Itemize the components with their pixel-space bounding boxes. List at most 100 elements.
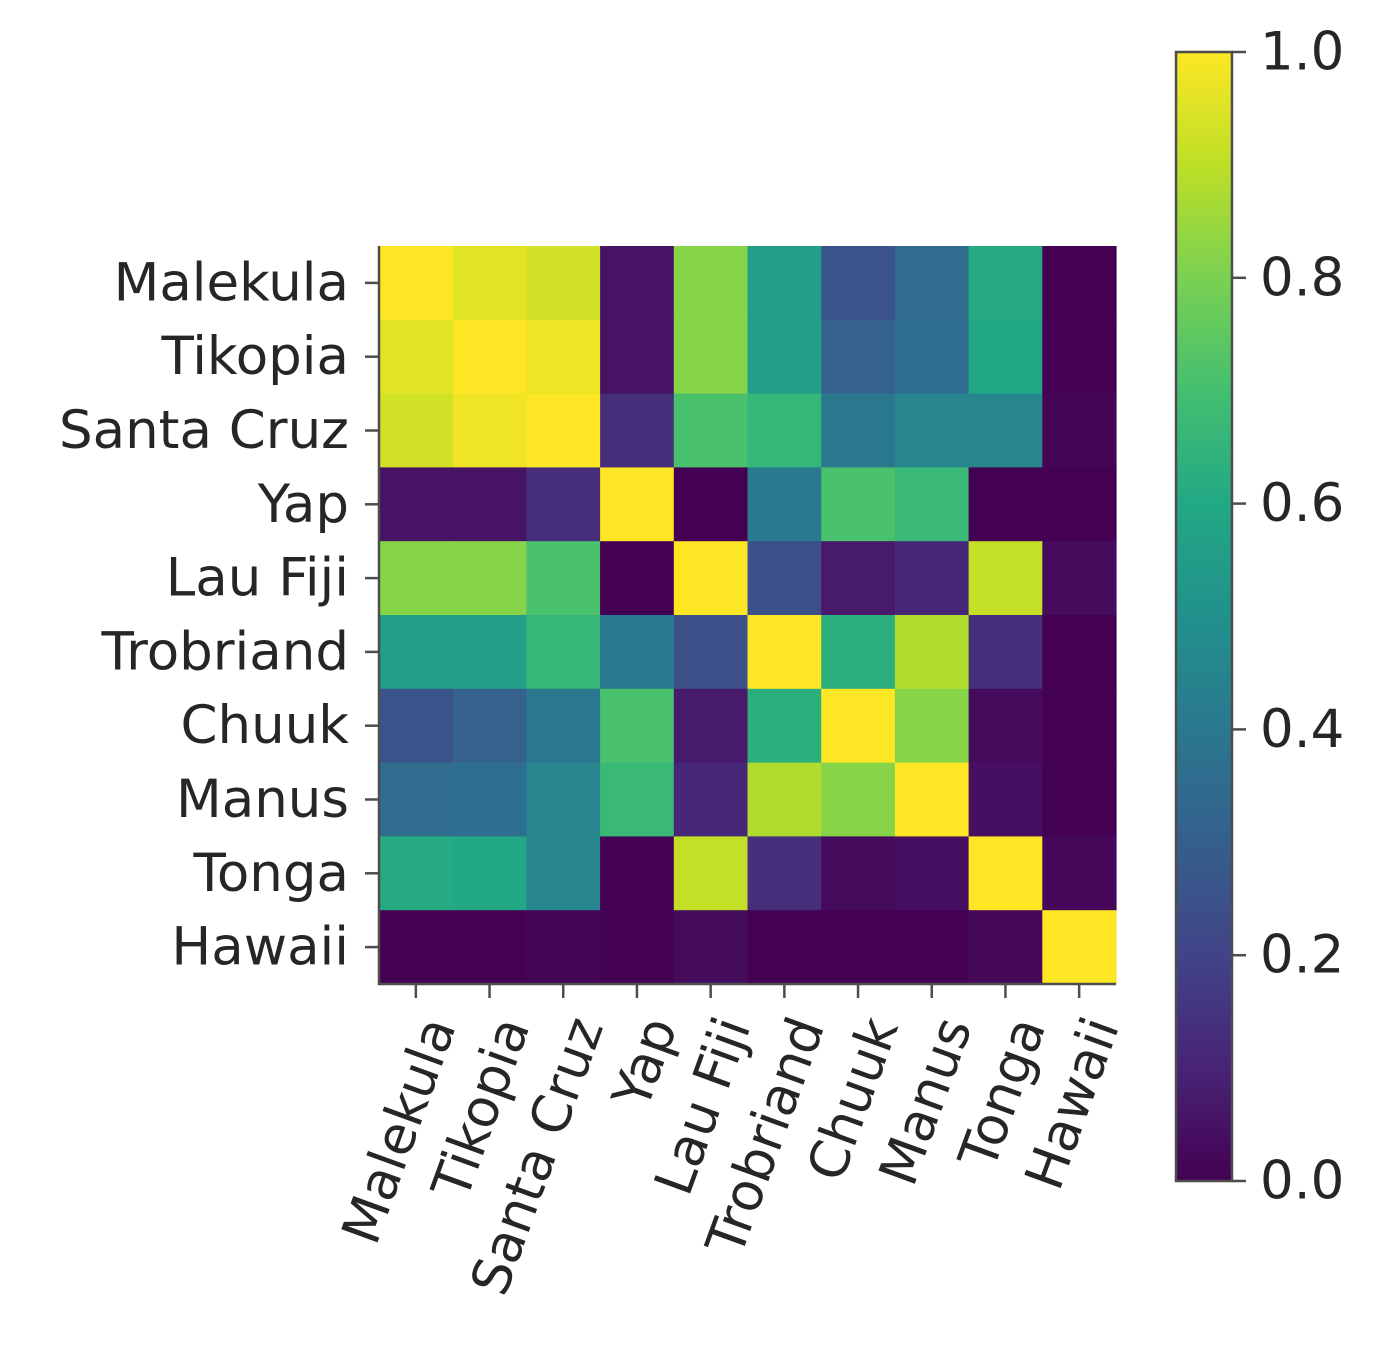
heatmap-cell-9-4 — [673, 910, 749, 985]
heatmap-cell-1-1 — [452, 319, 527, 395]
heatmap-cell-6-2 — [526, 688, 601, 764]
heatmap-cell-1-9 — [1042, 319, 1117, 395]
heatmap-cell-8-2 — [526, 836, 601, 911]
heatmap-cell-2-0 — [379, 393, 454, 468]
heatmap-cell-3-4 — [673, 467, 749, 542]
y-tick-label: Trobriand — [100, 621, 349, 682]
heatmap-cell-3-3 — [600, 467, 675, 542]
heatmap-cell-6-1 — [452, 688, 527, 764]
heatmap-cell-8-7 — [894, 836, 970, 911]
heatmap-cell-6-8 — [968, 688, 1043, 764]
heatmap-cell-0-0 — [379, 246, 454, 321]
y-tick-label: Tikopia — [160, 326, 349, 387]
heatmap-cell-9-1 — [452, 910, 527, 985]
y-tick-label: Manus — [176, 769, 349, 830]
heatmap-cell-2-8 — [968, 393, 1043, 468]
heatmap-cell-4-5 — [747, 541, 822, 616]
y-tick-labels: Malekula Tikopia Santa Cruz Yap Lau Fiji Trob… — [59, 252, 349, 977]
heatmap-cell-6-4 — [673, 688, 749, 764]
heatmap-cell-7-8 — [968, 762, 1043, 837]
heatmap-cell-4-0 — [379, 541, 454, 616]
heatmap-cell-5-6 — [821, 615, 896, 690]
heatmap-cell-6-9 — [1042, 688, 1117, 764]
heatmap-cell-8-4 — [673, 836, 749, 911]
heatmap-cell-7-5 — [747, 762, 822, 837]
heatmap-cell-3-5 — [747, 467, 822, 542]
heatmap-cell-0-1 — [452, 246, 527, 321]
heatmap-cell-2-2 — [526, 393, 601, 468]
heatmap-cell-7-9 — [1042, 762, 1117, 837]
y-tick-label: Tonga — [192, 843, 349, 904]
heatmap-cell-1-5 — [747, 319, 822, 395]
heatmap-cell-3-6 — [821, 467, 896, 542]
heatmap-cell-1-3 — [600, 319, 675, 395]
heatmap-cell-0-6 — [821, 246, 896, 321]
colorbar-gradient — [1174, 50, 1234, 1183]
colorbar-tick-label: 0.4 — [1260, 699, 1344, 760]
colorbar-tick-label: 1.0 — [1260, 22, 1344, 83]
heatmap-cell-7-4 — [673, 762, 749, 837]
heatmap-cell-2-9 — [1042, 393, 1117, 468]
heatmap-cell-5-1 — [452, 615, 527, 690]
colorbar-tick-label: 0.2 — [1260, 925, 1344, 986]
heatmap-cell-3-2 — [526, 467, 601, 542]
heatmap-cell-0-2 — [526, 246, 601, 321]
heatmap-cell-5-5 — [747, 615, 822, 690]
heatmap-cell-9-7 — [894, 910, 970, 985]
heatmap-cell-2-7 — [894, 393, 970, 468]
heatmap-cell-0-4 — [673, 246, 749, 321]
heatmap-cell-6-0 — [379, 688, 454, 764]
heatmap-cell-5-0 — [379, 615, 454, 690]
heatmap-cell-8-3 — [600, 836, 675, 911]
heatmap-cell-5-9 — [1042, 615, 1117, 690]
heatmap-cell-9-2 — [526, 910, 601, 985]
heatmap-cell-5-4 — [673, 615, 749, 690]
heatmap-cell-6-3 — [600, 688, 675, 764]
heatmap-cell-1-2 — [526, 319, 601, 395]
colorbar-tick-label: 0.8 — [1260, 247, 1344, 308]
heatmap-cell-5-2 — [526, 615, 601, 690]
y-tick-label: Santa Cruz — [59, 400, 349, 461]
heatmap-cell-0-9 — [1042, 246, 1117, 321]
heatmap-cell-4-2 — [526, 541, 601, 616]
heatmap-cell-4-6 — [821, 541, 896, 616]
heatmap-cell-9-8 — [968, 910, 1043, 985]
heatmap-cell-5-8 — [968, 615, 1043, 690]
y-tick-label: Yap — [257, 474, 349, 535]
heatmap-cell-4-1 — [452, 541, 527, 616]
heatmap-cell-5-7 — [894, 615, 970, 690]
heatmap-cell-2-4 — [673, 393, 749, 468]
heatmap-cell-4-3 — [600, 541, 675, 616]
colorbar-tick-label: 0.6 — [1260, 473, 1344, 534]
heatmap-cell-1-7 — [894, 319, 970, 395]
heatmap-cell-0-8 — [968, 246, 1043, 321]
heatmap-cell-4-8 — [968, 541, 1043, 616]
heatmap-cell-8-5 — [747, 836, 822, 911]
heatmap-cell-9-5 — [747, 910, 822, 985]
heatmap-cell-3-1 — [452, 467, 527, 542]
heatmap-cell-4-7 — [894, 541, 970, 616]
heatmap-cell-9-9 — [1042, 910, 1117, 985]
heatmap-cell-6-7 — [894, 688, 970, 764]
heatmap-cell-8-0 — [379, 836, 454, 911]
heatmap-cell-9-6 — [821, 910, 896, 985]
heatmap-cell-1-8 — [968, 319, 1043, 395]
y-tick-label: Chuuk — [181, 695, 350, 756]
y-tick-label: Lau Fiji — [166, 548, 349, 609]
heatmap-cell-3-0 — [379, 467, 454, 542]
heatmap-cell-2-1 — [452, 393, 527, 468]
heatmap-cell-9-3 — [600, 910, 675, 985]
heatmap-cell-7-2 — [526, 762, 601, 837]
heatmap-cell-6-6 — [821, 688, 896, 764]
heatmap-cell-8-9 — [1042, 836, 1117, 911]
heatmap-cell-5-3 — [600, 615, 675, 690]
heatmap-cells — [379, 246, 1117, 985]
heatmap-cell-8-6 — [821, 836, 896, 911]
heatmap-cell-7-1 — [452, 762, 527, 837]
heatmap-cell-3-8 — [968, 467, 1043, 542]
heatmap-cell-0-5 — [747, 246, 822, 321]
heatmap-cell-7-7 — [894, 762, 970, 837]
colorbar: 0.0 0.2 0.4 0.6 0.8 1.0 — [1174, 22, 1344, 1212]
